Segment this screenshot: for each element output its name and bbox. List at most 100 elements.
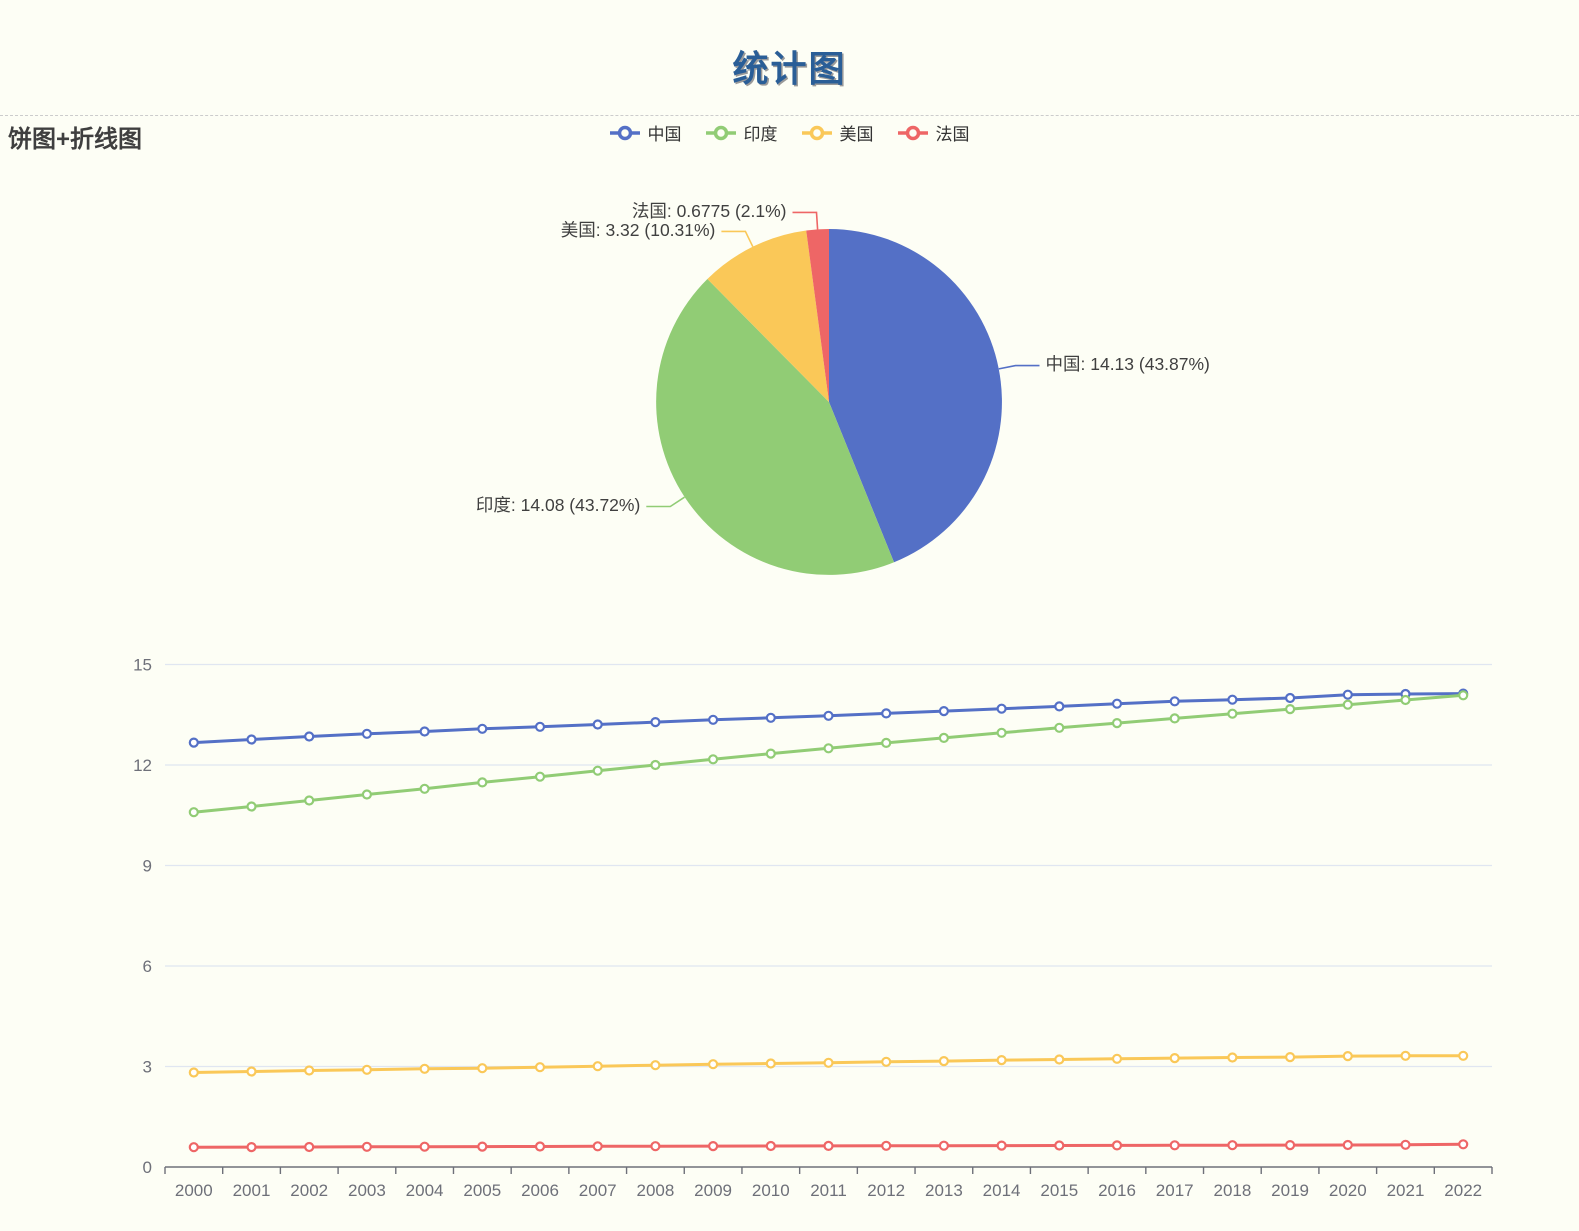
data-point[interactable] — [650, 1060, 661, 1071]
data-point[interactable] — [1054, 722, 1065, 733]
data-point[interactable] — [881, 737, 892, 749]
data-point[interactable] — [1342, 1050, 1353, 1062]
pie-slice-3[interactable] — [707, 230, 829, 403]
data-point[interactable] — [1054, 701, 1065, 712]
data-point[interactable] — [1054, 1140, 1065, 1151]
data-point[interactable] — [1054, 1054, 1065, 1065]
data-point[interactable] — [1111, 717, 1123, 729]
data-point[interactable] — [361, 728, 372, 739]
legend-item-2[interactable]: 印度 — [705, 120, 778, 145]
data-point[interactable] — [246, 801, 257, 812]
data-point[interactable] — [707, 1059, 719, 1070]
pie-slice-1[interactable] — [829, 229, 1002, 563]
data-point[interactable] — [650, 716, 661, 728]
data-point[interactable] — [1169, 1140, 1180, 1151]
data-point[interactable] — [534, 1141, 546, 1152]
data-point[interactable] — [938, 705, 950, 717]
data-point[interactable] — [304, 731, 315, 742]
data-point[interactable] — [1284, 1139, 1296, 1151]
data-point[interactable] — [1227, 708, 1238, 719]
data-point[interactable] — [707, 754, 719, 765]
data-point[interactable] — [477, 1063, 488, 1074]
data-point[interactable] — [823, 710, 834, 721]
data-point[interactable] — [996, 727, 1007, 738]
data-point[interactable] — [1111, 698, 1123, 709]
data-point[interactable] — [188, 737, 199, 748]
data-point[interactable] — [765, 1058, 776, 1069]
data-point[interactable] — [304, 1065, 315, 1076]
data-point[interactable] — [1458, 1139, 1469, 1150]
data-point[interactable] — [477, 777, 488, 788]
data-point[interactable] — [592, 719, 603, 730]
pie-slice-2[interactable] — [656, 279, 894, 575]
data-point[interactable] — [938, 1140, 950, 1151]
legend-item-3[interactable]: 美国 — [801, 120, 874, 145]
data-point[interactable] — [1342, 689, 1353, 700]
data-point[interactable] — [1169, 696, 1180, 707]
data-point[interactable] — [419, 783, 430, 794]
data-point[interactable] — [419, 1063, 430, 1074]
data-point[interactable] — [707, 1140, 719, 1152]
data-point[interactable] — [361, 1141, 372, 1152]
data-point[interactable] — [477, 1141, 488, 1152]
data-point[interactable] — [188, 807, 199, 818]
data-point[interactable] — [823, 743, 834, 754]
data-point[interactable] — [881, 708, 892, 719]
data-point[interactable] — [881, 1056, 892, 1067]
data-point[interactable] — [246, 734, 257, 745]
data-point[interactable] — [1227, 694, 1238, 705]
data-point[interactable] — [1400, 694, 1411, 706]
data-point[interactable] — [938, 732, 950, 744]
data-point[interactable] — [1400, 1139, 1411, 1150]
data-point[interactable] — [592, 765, 603, 776]
data-point[interactable] — [1111, 1053, 1123, 1064]
data-point[interactable] — [534, 1062, 546, 1073]
data-point[interactable] — [304, 795, 315, 806]
data-point[interactable] — [1458, 1050, 1469, 1061]
data-point[interactable] — [361, 1064, 372, 1075]
data-point[interactable] — [1284, 1051, 1296, 1063]
data-point[interactable] — [246, 1141, 257, 1153]
data-point[interactable] — [1342, 699, 1353, 710]
data-point[interactable] — [823, 1140, 834, 1152]
data-point[interactable] — [1458, 690, 1469, 701]
data-point[interactable] — [996, 1054, 1007, 1066]
data-point[interactable] — [996, 1140, 1007, 1151]
data-point[interactable] — [650, 1141, 661, 1152]
data-point[interactable] — [996, 703, 1007, 714]
data-point[interactable] — [246, 1066, 257, 1077]
data-point[interactable] — [881, 1140, 892, 1151]
data-point[interactable] — [534, 721, 546, 732]
data-point[interactable] — [765, 712, 776, 723]
data-point[interactable] — [765, 748, 776, 759]
data-point[interactable] — [650, 759, 661, 771]
data-point[interactable] — [1284, 692, 1296, 704]
data-point[interactable] — [765, 1140, 776, 1152]
data-point[interactable] — [188, 1142, 199, 1153]
data-point[interactable] — [938, 1055, 950, 1067]
data-point[interactable] — [188, 1067, 199, 1078]
data-point[interactable] — [477, 723, 488, 734]
data-point[interactable] — [1111, 1140, 1123, 1151]
data-point[interactable] — [1284, 703, 1296, 715]
data-point[interactable] — [707, 714, 719, 725]
data-point[interactable] — [592, 1141, 603, 1152]
pie-slice-4[interactable] — [806, 228, 829, 402]
data-point[interactable] — [1400, 1050, 1411, 1061]
x-axis-label: 2022 — [1444, 1181, 1482, 1200]
data-point[interactable] — [1227, 1052, 1238, 1063]
data-point[interactable] — [1169, 1052, 1180, 1064]
data-point[interactable] — [304, 1141, 315, 1153]
data-point[interactable] — [419, 726, 430, 737]
data-point[interactable] — [592, 1061, 603, 1072]
data-point[interactable] — [1227, 1140, 1238, 1151]
data-point[interactable] — [361, 789, 372, 800]
data-point[interactable] — [1169, 713, 1180, 724]
x-axis-label: 2010 — [752, 1181, 790, 1200]
legend-item-1[interactable]: 中国 — [609, 120, 682, 145]
legend-item-4[interactable]: 法国 — [897, 120, 970, 145]
data-point[interactable] — [823, 1057, 834, 1068]
data-point[interactable] — [534, 771, 546, 782]
data-point[interactable] — [419, 1141, 430, 1152]
data-point[interactable] — [1342, 1139, 1353, 1151]
